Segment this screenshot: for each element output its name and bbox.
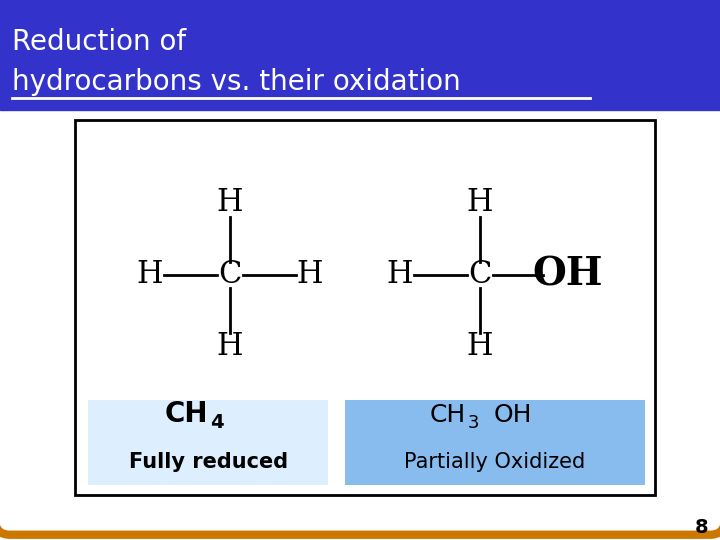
Text: H: H [217,332,243,362]
Text: 3: 3 [468,414,480,432]
Text: Fully reduced: Fully reduced [128,452,287,472]
Text: CH: CH [165,400,208,428]
Text: Partially Oxidized: Partially Oxidized [405,452,585,472]
Bar [75,120,655,495]
Text: 4: 4 [210,413,224,432]
Bar [88,400,328,485]
Text: OH: OH [533,256,603,294]
FancyBboxPatch shape [0,100,720,535]
Text: H: H [137,259,163,291]
Text: H: H [217,187,243,218]
Text: H: H [467,332,493,362]
Text: C: C [468,259,492,291]
Bar [0,0,720,110]
Text: H: H [297,259,323,291]
Text: H: H [467,187,493,218]
Text: H: H [387,259,413,291]
Bar [345,400,645,485]
Text: Reduction of: Reduction of [12,28,186,56]
Text: 8: 8 [695,518,708,537]
Text: hydrocarbons vs. their oxidation: hydrocarbons vs. their oxidation [12,68,461,96]
Text: CH: CH [430,403,466,427]
Text: C: C [218,259,242,291]
Text: OH: OH [494,403,532,427]
